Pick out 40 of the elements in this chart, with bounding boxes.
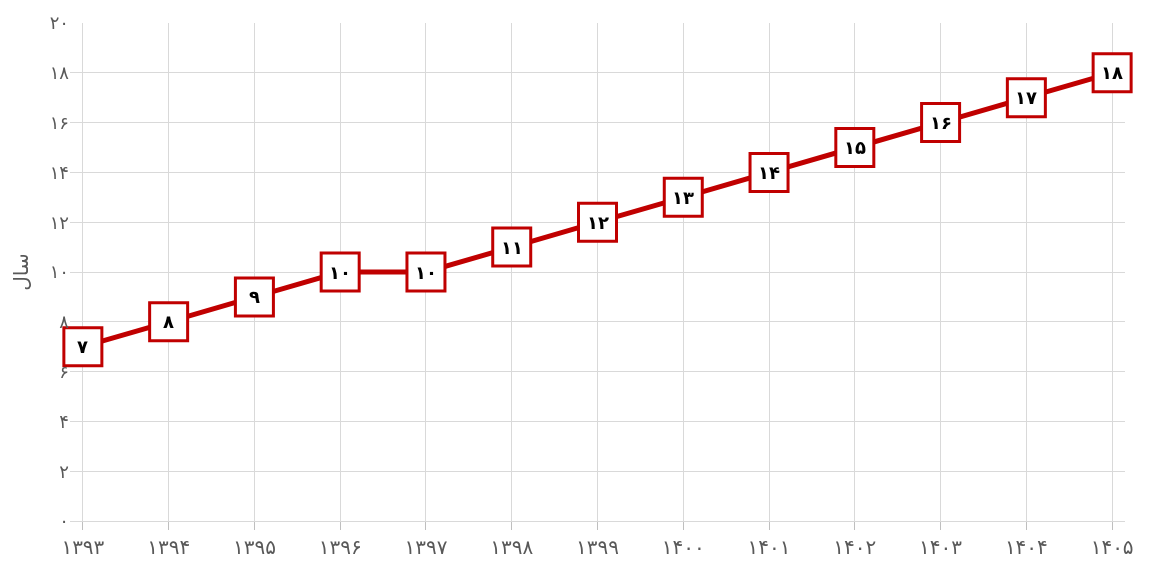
y-tick-label: ۴ <box>59 410 69 432</box>
x-tick-label: ۱۴۰۵ <box>1090 535 1134 559</box>
x-tick-label: ۱۴۰۴ <box>1004 535 1048 559</box>
x-tick-label: ۱۳۹۵ <box>232 535 276 559</box>
x-tick-label: ۱۴۰۳ <box>919 535 963 559</box>
x-tick-label: ۱۳۹۹ <box>576 535 619 559</box>
data-label: ۱۶ <box>930 112 952 133</box>
x-tick-label: ۱۳۹۳ <box>61 535 105 559</box>
y-tick-label: ۶ <box>59 360 69 382</box>
x-tick-label: ۱۳۹۷ <box>404 535 448 559</box>
y-tick-label: ۱۰ <box>49 261 69 283</box>
data-label: ۱۰ <box>329 262 351 283</box>
data-label: ۱۲ <box>587 212 609 233</box>
y-tick-label: ۱۶ <box>49 111 69 133</box>
x-tick-label: ۱۴۰۲ <box>833 535 877 559</box>
data-label: ۱۱ <box>501 237 523 258</box>
y-tick-label: ۱۸ <box>49 62 70 84</box>
x-tick-label: ۱۳۹۴ <box>147 535 191 559</box>
data-label: ۸ <box>163 311 174 332</box>
x-tick-label: ۱۴۰۰ <box>661 535 705 559</box>
y-tick-label: ۱۴ <box>49 161 69 183</box>
data-label: ۱۷ <box>1015 87 1037 108</box>
y-tick-label: ۰ <box>59 510 69 532</box>
data-label: ۹ <box>249 286 260 307</box>
y-tick-label: ۲۰ <box>49 12 69 34</box>
data-label: ۷ <box>77 336 88 357</box>
x-tick-label: ۱۳۹۶ <box>318 535 362 559</box>
y-tick-label: ۱۲ <box>49 211 69 233</box>
x-tick-label: ۱۳۹۸ <box>490 535 534 559</box>
y-tick-label: ۲ <box>59 460 69 482</box>
y-axis-title: سال <box>9 253 34 291</box>
data-label: ۱۰ <box>415 262 437 283</box>
point <box>233 276 275 318</box>
data-label: ۱۵ <box>844 137 866 158</box>
data-label: ۱۸ <box>1101 62 1123 83</box>
x-tick-label: ۱۴۰۱ <box>747 535 791 559</box>
data-label: ۱۳ <box>672 187 694 208</box>
point <box>148 301 190 343</box>
point <box>62 326 104 368</box>
data-label: ۱۴ <box>758 162 780 183</box>
